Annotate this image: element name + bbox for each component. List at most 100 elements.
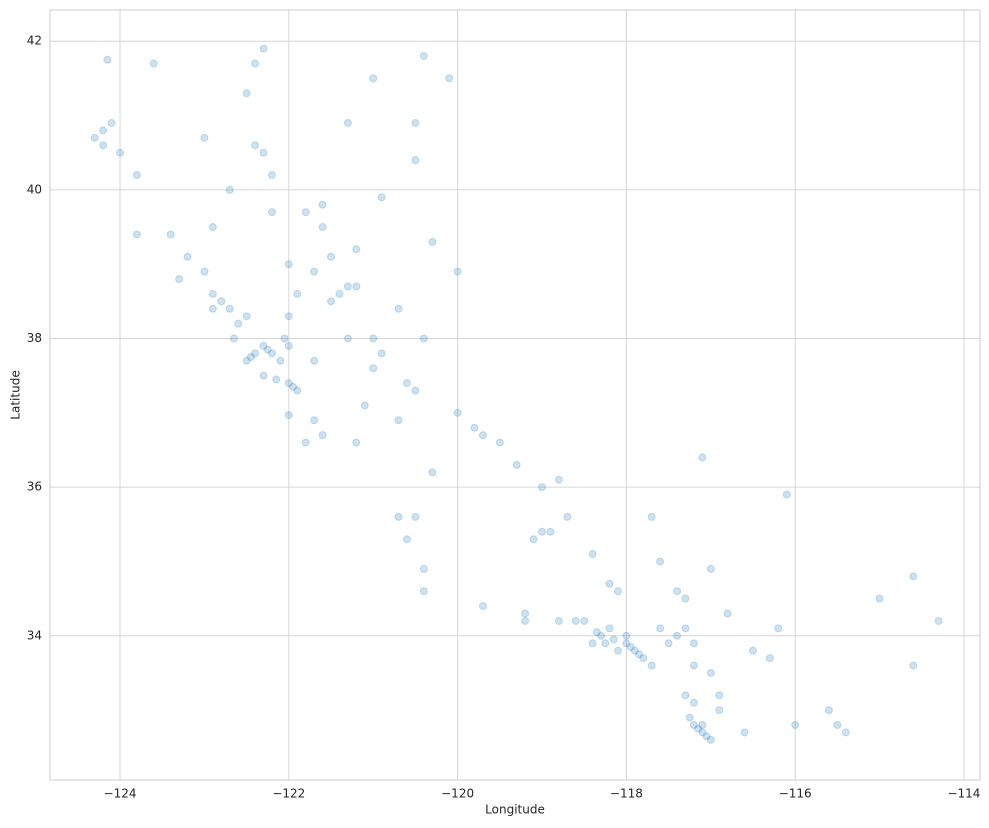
point xyxy=(597,631,606,640)
point xyxy=(694,724,703,733)
point xyxy=(242,312,251,321)
point xyxy=(276,356,285,365)
point xyxy=(580,616,589,625)
point xyxy=(394,304,403,313)
point xyxy=(841,728,850,737)
point xyxy=(554,475,563,484)
point xyxy=(352,245,361,254)
point xyxy=(635,650,644,659)
point xyxy=(538,483,547,492)
point xyxy=(293,386,302,395)
point xyxy=(909,572,918,581)
point xyxy=(318,200,327,209)
point xyxy=(280,334,289,343)
point xyxy=(740,728,749,737)
point xyxy=(251,349,260,358)
y-tick-label: 40 xyxy=(27,182,42,196)
point xyxy=(132,171,141,179)
y-tick-label: 38 xyxy=(27,331,42,345)
point xyxy=(310,267,319,276)
point xyxy=(208,223,217,232)
point xyxy=(242,356,251,365)
x-tick-label: −114 xyxy=(947,787,980,801)
point xyxy=(149,59,158,68)
point xyxy=(246,353,255,362)
point xyxy=(263,345,272,354)
point xyxy=(622,631,631,640)
point xyxy=(685,713,694,722)
point xyxy=(681,624,690,633)
point xyxy=(647,512,656,521)
point xyxy=(554,616,563,625)
point xyxy=(200,133,209,142)
point xyxy=(116,148,125,157)
point xyxy=(613,587,622,596)
point xyxy=(681,594,690,603)
point xyxy=(673,631,682,640)
point xyxy=(529,535,538,544)
point xyxy=(689,661,698,670)
point xyxy=(289,382,298,391)
point xyxy=(267,208,276,217)
point xyxy=(592,628,601,637)
point xyxy=(909,661,918,670)
point xyxy=(310,416,319,425)
x-tick-label: −124 xyxy=(104,787,137,801)
point xyxy=(175,275,184,284)
point xyxy=(715,706,724,715)
x-tick-label: −120 xyxy=(441,787,474,801)
point xyxy=(681,691,690,700)
point xyxy=(335,289,344,298)
point xyxy=(824,706,833,715)
point xyxy=(698,453,707,462)
point xyxy=(419,564,428,573)
point xyxy=(242,89,251,98)
point xyxy=(546,527,555,536)
point xyxy=(327,252,336,261)
point xyxy=(453,267,462,276)
point xyxy=(284,341,293,350)
point xyxy=(301,438,310,447)
point xyxy=(352,282,361,291)
point xyxy=(411,386,420,395)
point xyxy=(875,594,884,603)
point xyxy=(318,431,327,440)
point xyxy=(706,564,715,573)
point xyxy=(343,334,352,343)
point xyxy=(428,237,437,246)
plot-frame xyxy=(49,9,981,781)
point xyxy=(103,55,112,64)
point xyxy=(394,416,403,425)
point xyxy=(647,661,656,670)
point xyxy=(310,356,319,365)
y-axis-label: Latitude xyxy=(9,370,23,419)
point xyxy=(259,371,268,380)
point xyxy=(377,193,386,202)
point xyxy=(343,118,352,127)
point xyxy=(369,74,378,83)
point xyxy=(673,587,682,596)
point xyxy=(259,341,268,350)
point xyxy=(512,460,521,469)
y-tick-label: 36 xyxy=(27,480,42,494)
point xyxy=(369,364,378,373)
point xyxy=(571,616,580,625)
point xyxy=(208,289,217,298)
point xyxy=(183,252,192,261)
point xyxy=(748,646,757,655)
point xyxy=(609,635,618,644)
point xyxy=(251,59,260,68)
point xyxy=(90,133,99,142)
point xyxy=(229,334,238,343)
point xyxy=(538,527,547,536)
point xyxy=(445,74,454,83)
point xyxy=(234,319,243,328)
point xyxy=(605,579,614,588)
point xyxy=(656,557,665,566)
point xyxy=(626,642,635,651)
point xyxy=(702,732,711,741)
point xyxy=(411,512,420,521)
point xyxy=(272,375,281,384)
point xyxy=(588,639,597,648)
point xyxy=(419,587,428,596)
